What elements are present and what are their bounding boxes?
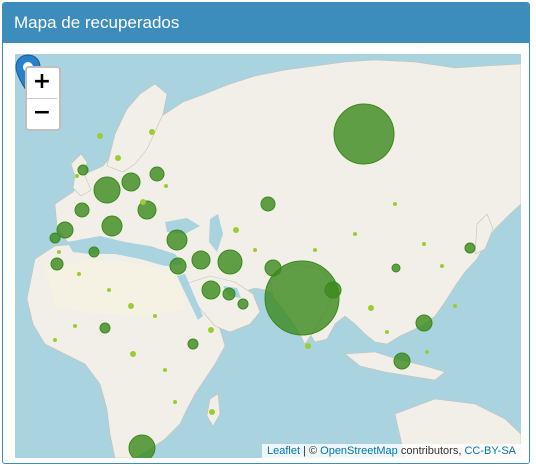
marker-portugal[interactable] <box>49 232 61 244</box>
leaflet-map[interactable]: + − Leaflet | © OpenStreetMap contributo… <box>15 54 521 458</box>
marker-morocco[interactable] <box>50 257 64 271</box>
marker-russia[interactable] <box>333 103 395 165</box>
black-sea <box>165 218 200 234</box>
marker-iran[interactable] <box>217 249 243 275</box>
map-tiles <box>15 54 521 458</box>
zoom-out-button[interactable]: − <box>27 98 57 129</box>
marker-turkey[interactable] <box>166 229 188 251</box>
small-markers <box>53 129 457 415</box>
zoom-control: + − <box>25 66 61 131</box>
marker-germany[interactable] <box>93 176 121 204</box>
marker-belarus[interactable] <box>149 166 165 182</box>
land-scandinavia <box>106 83 168 173</box>
marker-china[interactable] <box>391 263 401 273</box>
marker-oman[interactable] <box>237 298 249 310</box>
marker-japan[interactable] <box>464 242 476 254</box>
map-attribution: Leaflet | © OpenStreetMap contributors, … <box>261 444 521 458</box>
marker-bangladesh[interactable] <box>324 281 342 299</box>
marker-saudi[interactable] <box>201 280 221 300</box>
marker-italy[interactable] <box>101 215 123 237</box>
land-australia <box>394 398 521 458</box>
zoom-in-button[interactable]: + <box>32 69 52 94</box>
recovered-map-panel: Mapa de recuperados <box>2 2 530 464</box>
marker-indonesia[interactable] <box>393 352 411 370</box>
marker-india[interactable] <box>264 260 340 336</box>
marker-spain[interactable] <box>56 221 74 239</box>
attribution-separator: | © <box>300 445 321 457</box>
land-indonesia <box>344 351 446 381</box>
caspian-sea <box>209 214 223 252</box>
mediterranean <box>67 236 183 266</box>
osm-link[interactable]: OpenStreetMap <box>320 445 398 457</box>
marker-uae[interactable] <box>222 287 236 301</box>
marker-south-africa[interactable] <box>128 434 156 458</box>
marker-philippines[interactable] <box>415 314 433 332</box>
marker-iraq[interactable] <box>191 250 211 270</box>
marker-france[interactable] <box>74 202 90 218</box>
marker-egypt[interactable] <box>169 257 187 275</box>
marker-poland[interactable] <box>121 172 141 192</box>
attribution-contributors: contributors, <box>397 445 465 457</box>
marker-kenya[interactable] <box>187 338 199 350</box>
red-sea <box>177 274 203 320</box>
leaflet-link[interactable]: Leaflet <box>266 445 300 457</box>
marker-kazakhstan[interactable] <box>260 196 276 212</box>
license-link[interactable]: CC-BY-SA <box>464 445 516 457</box>
marker-uk[interactable] <box>77 164 89 176</box>
marker-pakistan[interactable] <box>264 259 282 277</box>
panel-title: Mapa de recuperados <box>3 3 529 43</box>
marker-nigeria[interactable] <box>99 322 111 334</box>
marker-algeria[interactable] <box>88 246 100 258</box>
recovered-markers <box>49 103 476 458</box>
marker-ukraine[interactable] <box>137 200 157 220</box>
